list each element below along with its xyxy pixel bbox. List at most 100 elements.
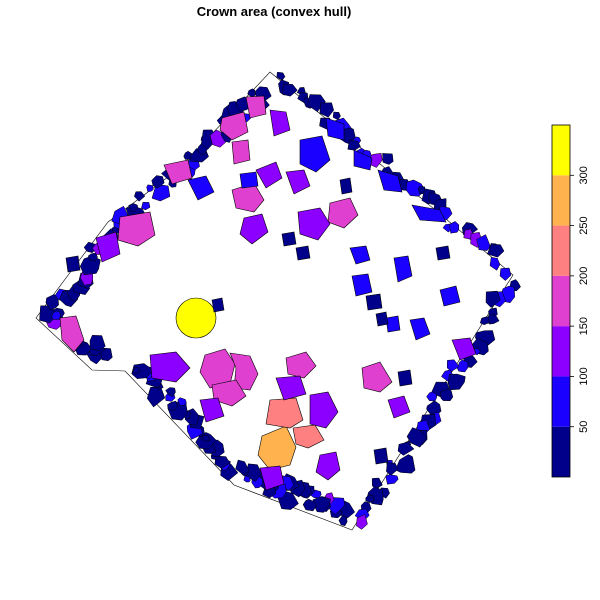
legend-swatch-4 <box>552 225 570 276</box>
large-crowns <box>59 95 477 491</box>
crown-blue <box>299 135 331 173</box>
crown-navy <box>373 447 389 465</box>
legend-swatch-1 <box>552 376 570 427</box>
crown <box>476 234 491 251</box>
crown <box>449 221 460 234</box>
crown-purple <box>275 375 307 401</box>
crown-magenta <box>245 95 267 119</box>
crown-salmon <box>292 424 325 449</box>
crown <box>51 310 61 320</box>
crown-purple <box>95 231 121 263</box>
legend-tick-label: 100 <box>578 367 590 385</box>
crown <box>151 183 171 202</box>
crown <box>365 494 375 503</box>
crown <box>132 367 141 374</box>
crown-purple <box>451 337 477 361</box>
crown-magenta <box>229 352 259 391</box>
legend-tick-label: 250 <box>578 216 590 234</box>
crown-blue <box>385 315 401 333</box>
legend-tick-label: 300 <box>578 166 590 184</box>
legend-swatch-2 <box>552 326 570 377</box>
crown-yellow <box>175 297 217 339</box>
crown <box>397 441 415 456</box>
crown <box>89 335 106 351</box>
crown-magenta <box>117 211 156 247</box>
crown <box>386 462 399 476</box>
crown-purple <box>239 213 269 245</box>
crown <box>79 255 101 276</box>
crown-map <box>35 71 521 531</box>
legend-swatch-3 <box>552 275 570 327</box>
crown <box>479 316 491 325</box>
crown-magenta <box>163 159 193 185</box>
crown <box>447 373 466 391</box>
crown <box>382 153 394 165</box>
crown-purple <box>199 397 225 423</box>
crown-blue <box>325 117 345 141</box>
color-legend: 50 100 150 200 250 300 <box>551 124 590 478</box>
edge-crowns <box>39 71 521 530</box>
crown <box>141 202 151 211</box>
crown <box>146 386 166 408</box>
crown <box>446 359 460 372</box>
crown-blue <box>187 175 215 201</box>
crown-navy <box>339 177 353 195</box>
crown <box>489 257 501 271</box>
crown <box>165 387 176 397</box>
crown <box>131 363 153 379</box>
crown <box>302 498 317 512</box>
crown-navy <box>365 293 383 311</box>
crown-magenta <box>59 315 85 353</box>
crown <box>235 459 250 476</box>
crown-navy <box>281 231 297 247</box>
crown <box>214 455 231 469</box>
crown-blue <box>377 169 403 193</box>
crown-navy <box>65 255 81 273</box>
crown-magenta <box>361 361 393 393</box>
legend-frame <box>551 124 571 478</box>
crown-blue <box>393 255 413 283</box>
crown <box>485 290 501 308</box>
crown <box>243 475 251 483</box>
crown-purple <box>387 395 411 419</box>
crown <box>347 139 361 151</box>
crown-purple <box>297 207 331 241</box>
legend-tick-label: 150 <box>578 317 590 335</box>
crown-navy <box>211 297 225 313</box>
crown-purple <box>259 465 285 491</box>
crown-purple <box>315 451 341 481</box>
crown <box>499 267 512 281</box>
crown-blue <box>353 149 373 171</box>
legend-swatch-6 <box>552 125 570 176</box>
crown-magenta <box>285 351 317 379</box>
crown <box>332 111 341 121</box>
crown-navy <box>295 245 311 261</box>
crown-magenta <box>219 111 249 141</box>
crown <box>167 400 179 411</box>
crown-navy <box>435 245 451 261</box>
crown <box>134 191 146 202</box>
crown-purple <box>269 109 291 137</box>
crown <box>151 175 165 189</box>
crown-navy <box>375 311 389 327</box>
crown-blue <box>439 285 461 307</box>
crown <box>177 397 187 406</box>
crown-blue <box>239 171 259 189</box>
crown-salmon <box>265 397 304 429</box>
crown <box>456 359 469 373</box>
crown-magenta <box>231 139 251 165</box>
crown <box>487 243 505 258</box>
crown <box>440 388 454 401</box>
crown <box>356 514 368 530</box>
crown-purple <box>285 169 311 195</box>
crown-blue <box>351 273 373 297</box>
crown <box>201 434 211 442</box>
legend-tick-label: 50 <box>578 421 590 433</box>
crown <box>406 427 428 448</box>
crown-purple <box>255 161 283 189</box>
crown <box>395 454 416 474</box>
legend-swatch-0 <box>552 426 570 477</box>
crown-blue <box>349 245 371 265</box>
crown <box>385 474 399 485</box>
legend-swatch-5 <box>552 175 570 226</box>
